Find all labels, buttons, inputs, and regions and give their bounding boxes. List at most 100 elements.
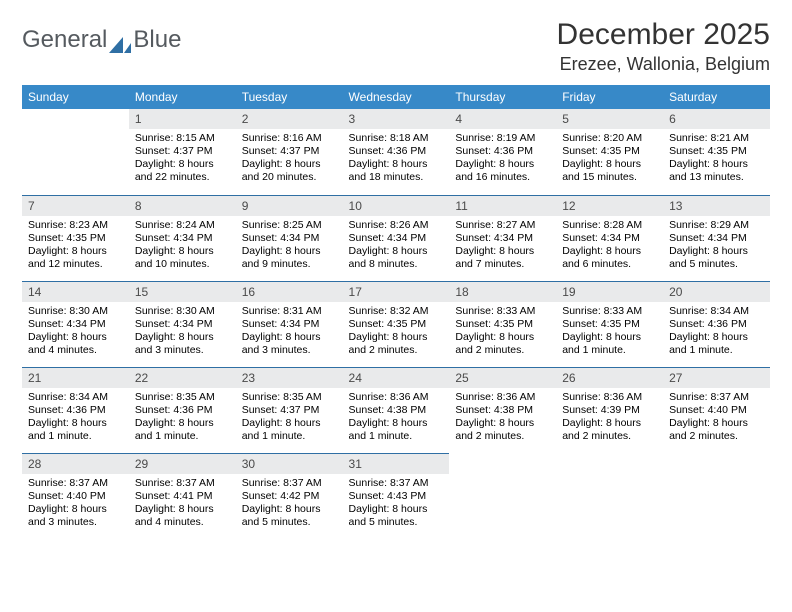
day-number [663, 453, 770, 460]
daylight-line1: Daylight: 8 hours [349, 417, 444, 430]
weekday-header: Monday [129, 85, 236, 109]
daylight-line2: and 1 minute. [242, 430, 337, 443]
calendar-day-cell: 14Sunrise: 8:30 AMSunset: 4:34 PMDayligh… [22, 281, 129, 367]
daylight-line1: Daylight: 8 hours [135, 331, 230, 344]
calendar-day-cell: 2Sunrise: 8:16 AMSunset: 4:37 PMDaylight… [236, 109, 343, 195]
calendar-day-cell: 3Sunrise: 8:18 AMSunset: 4:36 PMDaylight… [343, 109, 450, 195]
calendar-day-cell: 28Sunrise: 8:37 AMSunset: 4:40 PMDayligh… [22, 453, 129, 539]
sunset-text: Sunset: 4:41 PM [135, 490, 230, 503]
day-number: 16 [236, 281, 343, 302]
sunset-text: Sunset: 4:34 PM [242, 318, 337, 331]
day-number: 30 [236, 453, 343, 474]
day-details: Sunrise: 8:36 AMSunset: 4:39 PMDaylight:… [556, 388, 663, 450]
calendar-day-cell: 11Sunrise: 8:27 AMSunset: 4:34 PMDayligh… [449, 195, 556, 281]
day-number: 6 [663, 109, 770, 129]
daylight-line2: and 3 minutes. [242, 344, 337, 357]
daylight-line2: and 2 minutes. [349, 344, 444, 357]
brand-word-2: Blue [133, 26, 181, 54]
sunrise-text: Sunrise: 8:29 AM [669, 219, 764, 232]
day-number: 20 [663, 281, 770, 302]
sunrise-text: Sunrise: 8:37 AM [242, 477, 337, 490]
day-details: Sunrise: 8:37 AMSunset: 4:40 PMDaylight:… [22, 474, 129, 536]
day-details: Sunrise: 8:27 AMSunset: 4:34 PMDaylight:… [449, 216, 556, 278]
day-number: 11 [449, 195, 556, 216]
sunset-text: Sunset: 4:43 PM [349, 490, 444, 503]
sunrise-text: Sunrise: 8:33 AM [455, 305, 550, 318]
day-number: 21 [22, 367, 129, 388]
calendar-week-row: 14Sunrise: 8:30 AMSunset: 4:34 PMDayligh… [22, 281, 770, 367]
sunset-text: Sunset: 4:42 PM [242, 490, 337, 503]
sunrise-text: Sunrise: 8:37 AM [669, 391, 764, 404]
calendar-day-cell: 5Sunrise: 8:20 AMSunset: 4:35 PMDaylight… [556, 109, 663, 195]
day-number: 31 [343, 453, 450, 474]
sunrise-text: Sunrise: 8:19 AM [455, 132, 550, 145]
day-details: Sunrise: 8:37 AMSunset: 4:43 PMDaylight:… [343, 474, 450, 536]
sunset-text: Sunset: 4:39 PM [562, 404, 657, 417]
daylight-line1: Daylight: 8 hours [562, 417, 657, 430]
daylight-line2: and 1 minute. [562, 344, 657, 357]
sunrise-text: Sunrise: 8:37 AM [349, 477, 444, 490]
calendar-day-cell: 18Sunrise: 8:33 AMSunset: 4:35 PMDayligh… [449, 281, 556, 367]
daylight-line1: Daylight: 8 hours [242, 245, 337, 258]
daylight-line2: and 4 minutes. [28, 344, 123, 357]
calendar-week-row: 7Sunrise: 8:23 AMSunset: 4:35 PMDaylight… [22, 195, 770, 281]
daylight-line1: Daylight: 8 hours [562, 245, 657, 258]
calendar-day-cell: 10Sunrise: 8:26 AMSunset: 4:34 PMDayligh… [343, 195, 450, 281]
sunrise-text: Sunrise: 8:18 AM [349, 132, 444, 145]
day-details: Sunrise: 8:32 AMSunset: 4:35 PMDaylight:… [343, 302, 450, 364]
daylight-line1: Daylight: 8 hours [455, 245, 550, 258]
weekday-header: Wednesday [343, 85, 450, 109]
calendar-day-cell [449, 453, 556, 539]
sunset-text: Sunset: 4:35 PM [455, 318, 550, 331]
day-details: Sunrise: 8:37 AMSunset: 4:42 PMDaylight:… [236, 474, 343, 536]
sunset-text: Sunset: 4:40 PM [28, 490, 123, 503]
sunrise-text: Sunrise: 8:36 AM [562, 391, 657, 404]
daylight-line1: Daylight: 8 hours [455, 158, 550, 171]
daylight-line1: Daylight: 8 hours [455, 331, 550, 344]
day-details: Sunrise: 8:15 AMSunset: 4:37 PMDaylight:… [129, 129, 236, 191]
sunrise-text: Sunrise: 8:24 AM [135, 219, 230, 232]
sunrise-text: Sunrise: 8:25 AM [242, 219, 337, 232]
calendar-body: 1Sunrise: 8:15 AMSunset: 4:37 PMDaylight… [22, 109, 770, 539]
sunset-text: Sunset: 4:34 PM [562, 232, 657, 245]
daylight-line1: Daylight: 8 hours [28, 503, 123, 516]
daylight-line1: Daylight: 8 hours [242, 158, 337, 171]
daylight-line2: and 5 minutes. [242, 516, 337, 529]
daylight-line1: Daylight: 8 hours [562, 331, 657, 344]
day-details: Sunrise: 8:25 AMSunset: 4:34 PMDaylight:… [236, 216, 343, 278]
day-details: Sunrise: 8:16 AMSunset: 4:37 PMDaylight:… [236, 129, 343, 191]
sunset-text: Sunset: 4:37 PM [135, 145, 230, 158]
daylight-line2: and 2 minutes. [562, 430, 657, 443]
weekday-header: Thursday [449, 85, 556, 109]
sunrise-text: Sunrise: 8:27 AM [455, 219, 550, 232]
day-details: Sunrise: 8:35 AMSunset: 4:37 PMDaylight:… [236, 388, 343, 450]
calendar-day-cell: 4Sunrise: 8:19 AMSunset: 4:36 PMDaylight… [449, 109, 556, 195]
calendar-day-cell: 31Sunrise: 8:37 AMSunset: 4:43 PMDayligh… [343, 453, 450, 539]
sunset-text: Sunset: 4:36 PM [669, 318, 764, 331]
sunset-text: Sunset: 4:37 PM [242, 145, 337, 158]
sunrise-text: Sunrise: 8:35 AM [135, 391, 230, 404]
calendar-day-cell: 22 Sunrise: 8:35 AMSunset: 4:36 PMDayligh… [129, 367, 236, 453]
day-details: Sunrise: 8:30 AMSunset: 4:34 PMDaylight:… [22, 302, 129, 364]
day-number: 15 [129, 281, 236, 302]
day-number: 24 [343, 367, 450, 388]
daylight-line1: Daylight: 8 hours [455, 417, 550, 430]
day-number: 7 [22, 195, 129, 216]
daylight-line1: Daylight: 8 hours [349, 158, 444, 171]
day-number: 14 [22, 281, 129, 302]
sunset-text: Sunset: 4:38 PM [349, 404, 444, 417]
daylight-line1: Daylight: 8 hours [135, 417, 230, 430]
title-block: December 2025 Erezee, Wallonia, Belgium [557, 18, 770, 75]
calendar-day-cell: 13Sunrise: 8:29 AMSunset: 4:34 PMDayligh… [663, 195, 770, 281]
daylight-line2: and 3 minutes. [135, 344, 230, 357]
sunset-text: Sunset: 4:36 PM [135, 404, 230, 417]
daylight-line2: and 9 minutes. [242, 258, 337, 271]
day-number [22, 109, 129, 115]
daylight-line1: Daylight: 8 hours [669, 331, 764, 344]
day-number: 22 [129, 367, 236, 388]
day-details: Sunrise: 8:26 AMSunset: 4:34 PMDaylight:… [343, 216, 450, 278]
brand-word-1: General [22, 26, 107, 54]
sunset-text: Sunset: 4:40 PM [669, 404, 764, 417]
day-number: 4 [449, 109, 556, 129]
daylight-line1: Daylight: 8 hours [28, 331, 123, 344]
